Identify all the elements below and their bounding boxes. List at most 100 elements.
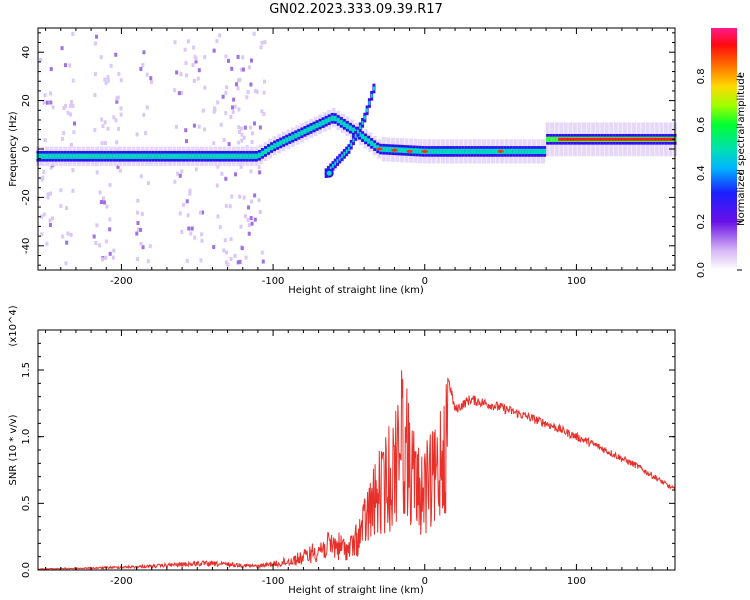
halo-mark [231,146,236,166]
spectrogram-marks [36,31,677,267]
noise-mark [95,170,99,175]
noise-mark [220,171,224,176]
trace-inner-mark [270,144,274,151]
noise-mark [106,126,110,131]
noise-mark [112,115,116,120]
trace-inner-mark [233,153,237,159]
trace-inner-mark [148,153,152,159]
noise-mark [230,194,234,199]
noise-mark [257,198,261,203]
noise-mark [116,95,120,100]
noise-mark [115,140,119,145]
trace-inner-mark [518,148,522,155]
trace-inner-mark [333,115,337,122]
branch-inner-mark [368,101,371,105]
noise-mark [71,31,75,36]
noise-mark [238,194,242,199]
noise-mark [224,90,228,95]
trace-inner-mark [400,147,404,153]
halo-mark [149,146,154,166]
trace-inner-mark [166,153,170,159]
noise-mark [71,78,75,83]
noise-mark [136,210,140,215]
trace-inner-mark [412,148,416,154]
noise-mark [100,141,104,146]
noise-mark [245,95,249,100]
noise-mark [241,55,245,60]
noise-mark [189,231,193,236]
halo-mark [204,146,209,166]
trace-inner-mark [552,136,556,142]
noise-mark [42,170,46,175]
noise-mark [247,231,251,236]
trace-inner-mark [312,124,316,130]
noise-mark [216,164,220,169]
halo-mark [76,146,81,166]
trace-inner-mark [191,153,195,159]
trace-inner-mark [364,136,368,142]
noise-mark [100,257,104,262]
noise-mark [224,250,228,255]
hotspot-mark [421,149,428,153]
snr-x-ticks: -200 -100 0 100 [45,330,668,587]
noise-mark [239,67,243,72]
halo-mark [113,146,118,166]
noise-mark [224,110,228,115]
noise-mark [243,214,247,219]
trace-inner-mark [473,148,477,155]
noise-mark [224,260,228,265]
trace-inner-mark [336,117,340,124]
noise-mark [197,124,201,129]
noise-mark [40,232,44,237]
trace-inner-mark [212,153,216,159]
colorbar-label: Normalized spectral amplitude [736,72,747,226]
trace-inner-mark [537,148,540,155]
snr-marks [37,370,676,571]
noise-mark [186,213,190,218]
noise-mark [49,67,53,72]
halo-mark [522,139,527,164]
trace-inner-mark [85,153,89,159]
noise-mark [98,243,102,248]
noise-mark [106,78,110,83]
y-tick-label: 1.0 [21,429,32,445]
noise-mark [102,196,106,201]
noise-mark [141,245,145,250]
noise-mark [253,193,257,198]
spectrogram-x-ticks: -200 -100 0 100 [45,28,668,287]
noise-mark [42,100,46,105]
noise-mark [40,214,44,219]
trace-inner-mark [194,153,198,159]
noise-mark [140,211,144,216]
noise-mark [237,129,241,134]
x-tick-label: 0 [422,576,428,587]
trace-inner-mark [527,148,531,155]
noise-mark [221,94,225,99]
trace-inner-mark [540,148,544,155]
noise-mark [42,212,46,217]
noise-mark [240,132,244,137]
noise-mark [139,241,143,246]
trace-inner-mark [39,153,43,159]
noise-mark [192,78,196,83]
noise-mark [240,138,244,143]
trace-inner-mark [430,148,434,155]
trace-inner-mark [330,115,334,121]
trace-inner-mark [530,148,534,155]
trace-inner-mark [382,146,386,152]
branch-inner-mark [331,164,334,168]
trace-core-mark [558,137,675,141]
noise-mark [48,223,52,228]
trace-inner-mark [309,125,313,132]
noise-mark [59,204,63,209]
trace-inner-mark [449,148,453,155]
noise-mark [135,132,139,137]
noise-mark [253,217,257,222]
noise-mark [64,104,68,109]
noise-mark [177,91,181,96]
trace-inner-mark [51,153,55,159]
branch-inner-mark [347,147,350,151]
trace-inner-mark [188,153,192,159]
trace-inner-mark [257,152,261,158]
